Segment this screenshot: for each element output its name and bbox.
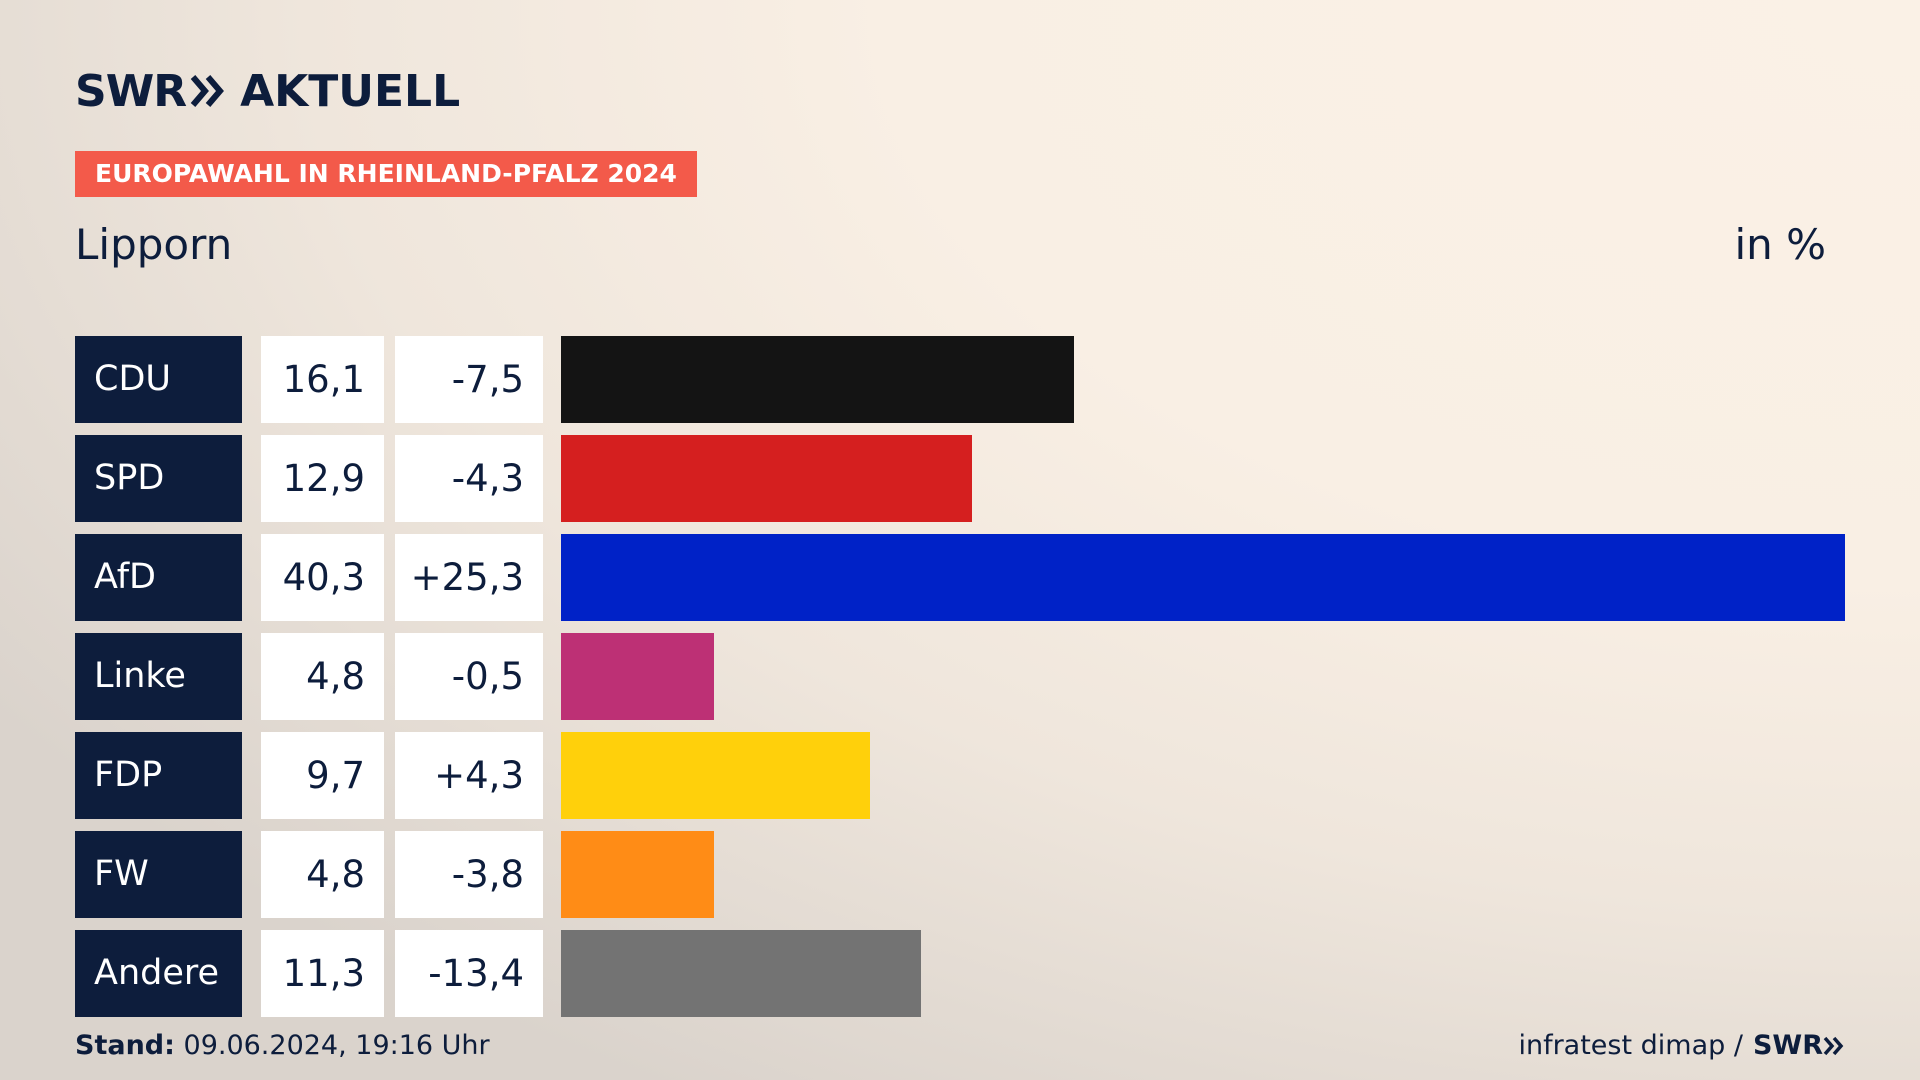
table-row: SPD 12,9 -4,3: [75, 435, 1845, 522]
source-credit: infratest dimap / SWR: [1518, 1030, 1845, 1061]
change-value: +4,3: [395, 732, 543, 819]
election-tag: EUROPAWAHL IN RHEINLAND-PFALZ 2024: [75, 151, 697, 197]
result-bar: [561, 435, 972, 522]
result-bar: [561, 930, 921, 1017]
change-value: -0,5: [395, 633, 543, 720]
vote-share-value: 4,8: [261, 831, 384, 918]
table-row: Linke 4,8 -0,5: [75, 633, 1845, 720]
result-bar: [561, 831, 714, 918]
party-label: Andere: [75, 930, 242, 1017]
table-row: Andere 11,3 -13,4: [75, 930, 1845, 1017]
result-bar: [561, 732, 870, 819]
change-value: -4,3: [395, 435, 543, 522]
party-label: CDU: [75, 336, 242, 423]
table-row: CDU 16,1 -7,5: [75, 336, 1845, 423]
source-brand-logo: SWR: [1753, 1030, 1845, 1061]
change-value: -7,5: [395, 336, 543, 423]
logo-brand: SWR: [75, 65, 187, 117]
source-brand: SWR: [1752, 1030, 1823, 1061]
vote-share-value: 12,9: [261, 435, 384, 522]
party-label: FW: [75, 831, 242, 918]
unit-label: in %: [1734, 220, 1826, 269]
timestamp: Stand: 09.06.2024, 19:16 Uhr: [75, 1030, 490, 1061]
logo-product: AKTUELL: [240, 65, 461, 117]
stand-label: Stand:: [75, 1030, 175, 1061]
result-bar: [561, 534, 1845, 621]
change-value: +25,3: [395, 534, 543, 621]
vote-share-value: 9,7: [261, 732, 384, 819]
party-label: AfD: [75, 534, 242, 621]
place-title: Lipporn: [75, 220, 233, 269]
table-row: FW 4,8 -3,8: [75, 831, 1845, 918]
double-chevron-icon: [1823, 1036, 1844, 1055]
party-label: Linke: [75, 633, 242, 720]
party-label: FDP: [75, 732, 242, 819]
stand-value: 09.06.2024, 19:16 Uhr: [183, 1030, 490, 1061]
table-row: FDP 9,7 +4,3: [75, 732, 1845, 819]
vote-share-value: 16,1: [261, 336, 384, 423]
table-row: AfD 40,3 +25,3: [75, 534, 1845, 621]
source-label: infratest dimap /: [1518, 1030, 1743, 1061]
party-label: SPD: [75, 435, 242, 522]
vote-share-value: 4,8: [261, 633, 384, 720]
vote-share-value: 40,3: [261, 534, 384, 621]
change-value: -3,8: [395, 831, 543, 918]
double-chevron-icon: [190, 74, 226, 108]
result-bar: [561, 336, 1074, 423]
swr-aktuell-logo: SWR AKTUELL: [75, 65, 461, 117]
vote-share-value: 11,3: [261, 930, 384, 1017]
change-value: -13,4: [395, 930, 543, 1017]
result-bar: [561, 633, 714, 720]
